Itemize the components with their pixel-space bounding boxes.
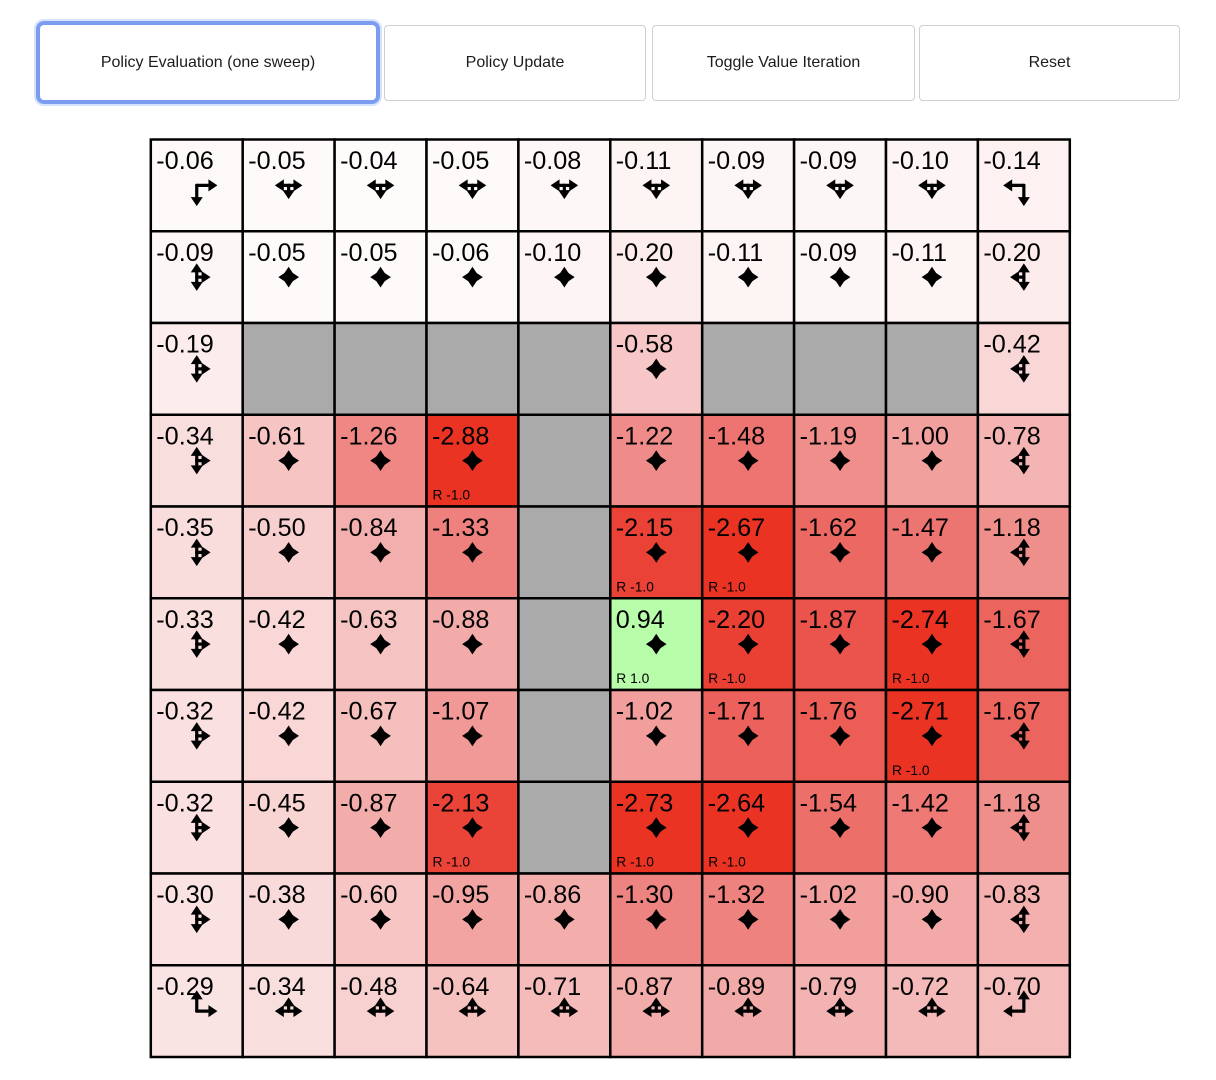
svg-text:-1.71: -1.71: [708, 698, 765, 726]
svg-text:-0.42: -0.42: [983, 331, 1040, 359]
svg-text:R -1.0: R -1.0: [433, 488, 471, 503]
svg-text:-0.70: -0.70: [983, 973, 1040, 1001]
svg-text:-0.87: -0.87: [340, 789, 397, 817]
svg-text:-0.89: -0.89: [708, 973, 765, 1001]
svg-text:-0.84: -0.84: [340, 514, 397, 542]
svg-text:-0.42: -0.42: [248, 698, 305, 726]
svg-text:-1.87: -1.87: [800, 606, 857, 634]
svg-text:-0.60: -0.60: [340, 881, 397, 909]
svg-text:R -1.0: R -1.0: [708, 671, 746, 686]
svg-text:-0.78: -0.78: [983, 422, 1040, 450]
svg-text:-0.04: -0.04: [340, 147, 397, 175]
svg-text:-0.34: -0.34: [248, 973, 305, 1001]
svg-text:R -1.0: R -1.0: [616, 855, 654, 870]
svg-text:-0.88: -0.88: [432, 606, 489, 634]
svg-text:-0.32: -0.32: [156, 789, 213, 817]
svg-text:-0.09: -0.09: [800, 239, 857, 267]
svg-text:-1.22: -1.22: [616, 422, 673, 450]
svg-text:-1.54: -1.54: [800, 789, 857, 817]
svg-text:-1.67: -1.67: [983, 606, 1040, 634]
svg-text:-0.20: -0.20: [616, 239, 673, 267]
svg-text:-2.20: -2.20: [708, 606, 765, 634]
svg-text:-0.72: -0.72: [892, 973, 949, 1001]
svg-text:-0.05: -0.05: [340, 239, 397, 267]
svg-text:-0.10: -0.10: [892, 147, 949, 175]
svg-text:-0.19: -0.19: [156, 331, 213, 359]
svg-text:-0.11: -0.11: [892, 239, 948, 267]
svg-text:-2.88: -2.88: [432, 422, 489, 450]
svg-text:R -1.0: R -1.0: [433, 855, 471, 870]
svg-text:-0.11: -0.11: [616, 147, 672, 175]
svg-text:-0.09: -0.09: [156, 239, 213, 267]
svg-text:-1.33: -1.33: [432, 514, 489, 542]
svg-text:-0.11: -0.11: [708, 239, 764, 267]
svg-text:-1.02: -1.02: [800, 881, 857, 909]
svg-text:R -1.0: R -1.0: [708, 579, 746, 594]
svg-text:-0.29: -0.29: [156, 973, 213, 1001]
svg-text:-2.67: -2.67: [708, 514, 765, 542]
svg-text:-0.10: -0.10: [524, 239, 581, 267]
svg-text:-0.83: -0.83: [983, 881, 1040, 909]
svg-text:0.94: 0.94: [616, 606, 665, 634]
svg-text:-1.42: -1.42: [892, 789, 949, 817]
svg-text:-0.06: -0.06: [156, 147, 213, 175]
svg-text:-0.86: -0.86: [524, 881, 581, 909]
svg-text:-0.33: -0.33: [156, 606, 213, 634]
svg-text:-0.05: -0.05: [248, 147, 305, 175]
svg-text:-2.71: -2.71: [892, 698, 949, 726]
svg-text:-0.35: -0.35: [156, 514, 213, 542]
svg-text:-0.14: -0.14: [983, 147, 1040, 175]
svg-text:-1.48: -1.48: [708, 422, 765, 450]
svg-text:-1.00: -1.00: [892, 422, 949, 450]
svg-text:R -1.0: R -1.0: [708, 855, 746, 870]
svg-text:-0.42: -0.42: [248, 606, 305, 634]
svg-text:-1.07: -1.07: [432, 698, 489, 726]
svg-text:-1.62: -1.62: [800, 514, 857, 542]
svg-text:-1.47: -1.47: [892, 514, 949, 542]
svg-text:-2.64: -2.64: [708, 789, 765, 817]
svg-text:-0.30: -0.30: [156, 881, 213, 909]
svg-text:-1.32: -1.32: [708, 881, 765, 909]
svg-text:R 1.0: R 1.0: [616, 671, 649, 686]
svg-text:-0.64: -0.64: [432, 973, 489, 1001]
svg-text:-0.32: -0.32: [156, 698, 213, 726]
svg-text:-0.08: -0.08: [524, 147, 581, 175]
svg-text:-1.18: -1.18: [983, 514, 1040, 542]
svg-text:-0.05: -0.05: [248, 239, 305, 267]
svg-text:-1.76: -1.76: [800, 698, 857, 726]
svg-text:R -1.0: R -1.0: [616, 579, 654, 594]
svg-text:-0.63: -0.63: [340, 606, 397, 634]
svg-text:-2.13: -2.13: [432, 789, 489, 817]
svg-text:-0.71: -0.71: [524, 973, 581, 1001]
svg-text:-0.58: -0.58: [616, 331, 673, 359]
svg-text:-1.02: -1.02: [616, 698, 673, 726]
svg-text:-0.79: -0.79: [800, 973, 857, 1001]
svg-text:R -1.0: R -1.0: [892, 763, 930, 778]
svg-text:-0.90: -0.90: [892, 881, 949, 909]
svg-text:-1.67: -1.67: [983, 698, 1040, 726]
svg-text:-0.87: -0.87: [616, 973, 673, 1001]
svg-text:-0.38: -0.38: [248, 881, 305, 909]
svg-text:-1.18: -1.18: [983, 789, 1040, 817]
svg-text:-2.73: -2.73: [616, 789, 673, 817]
svg-text:-0.20: -0.20: [983, 239, 1040, 267]
svg-text:-0.06: -0.06: [432, 239, 489, 267]
svg-text:-1.26: -1.26: [340, 422, 397, 450]
svg-text:-1.19: -1.19: [800, 422, 857, 450]
svg-text:-2.74: -2.74: [892, 606, 949, 634]
svg-text:-0.61: -0.61: [248, 422, 305, 450]
svg-text:R -1.0: R -1.0: [892, 671, 930, 686]
svg-text:-0.09: -0.09: [708, 147, 765, 175]
svg-text:-0.50: -0.50: [248, 514, 305, 542]
svg-text:-2.15: -2.15: [616, 514, 673, 542]
svg-text:-0.45: -0.45: [248, 789, 305, 817]
svg-text:-0.34: -0.34: [156, 422, 213, 450]
svg-text:-1.30: -1.30: [616, 881, 673, 909]
svg-text:-0.09: -0.09: [800, 147, 857, 175]
svg-text:-0.48: -0.48: [340, 973, 397, 1001]
svg-text:-0.05: -0.05: [432, 147, 489, 175]
svg-text:-0.95: -0.95: [432, 881, 489, 909]
svg-text:-0.67: -0.67: [340, 698, 397, 726]
